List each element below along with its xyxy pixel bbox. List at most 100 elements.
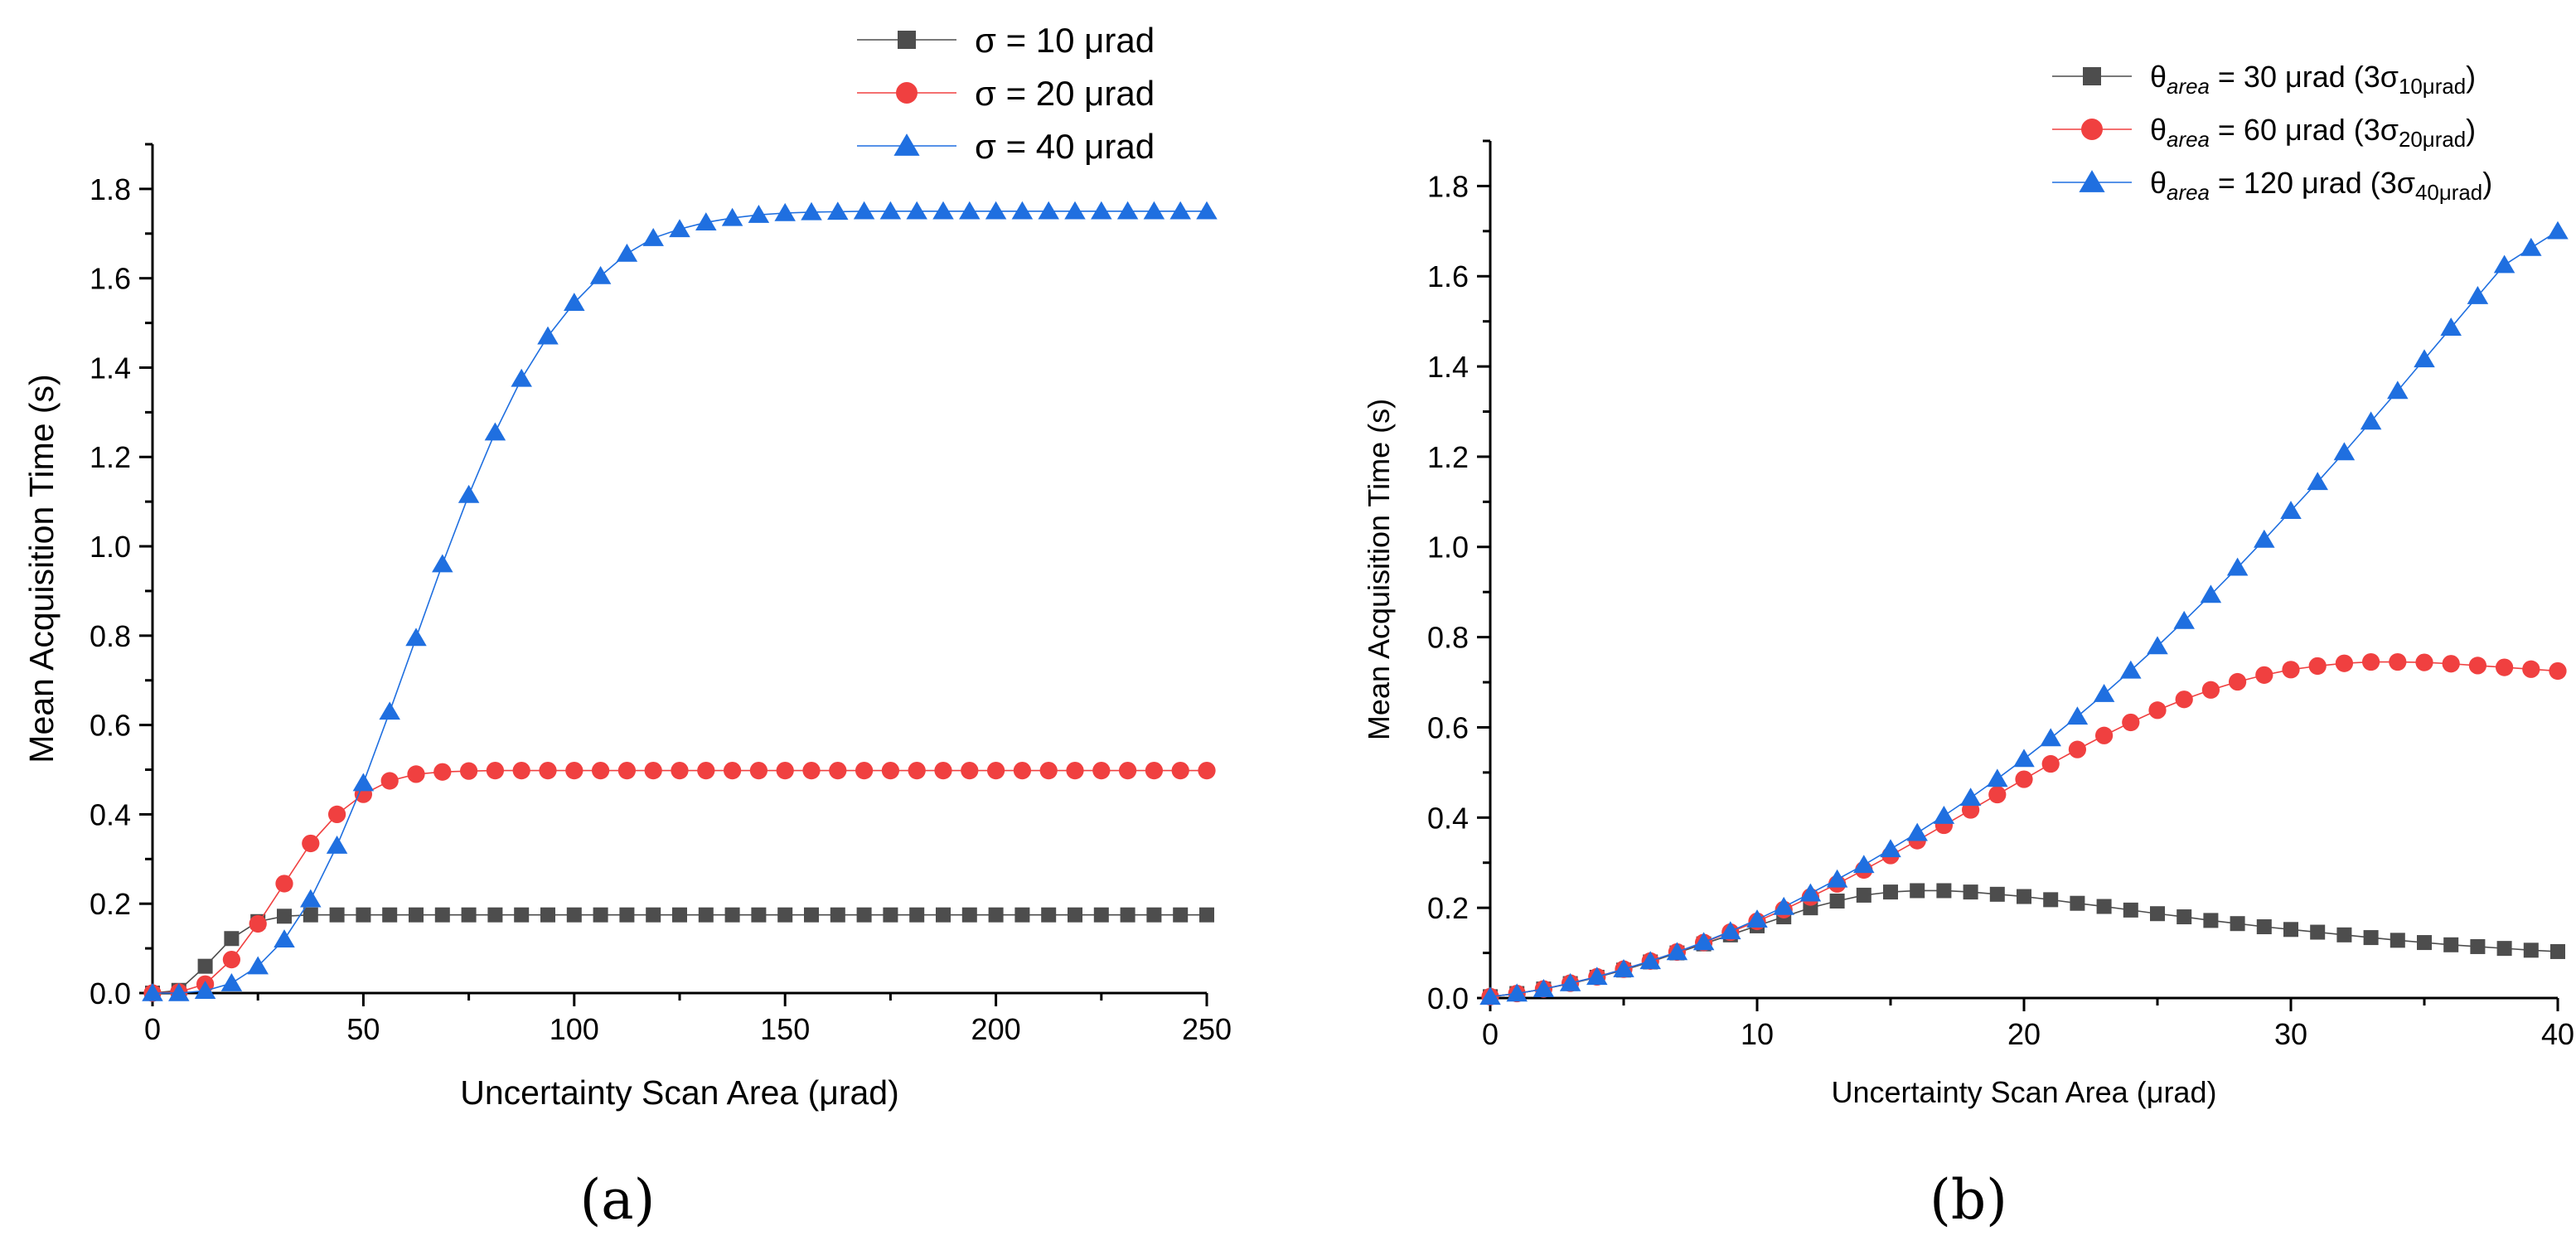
data-point-a-2 [829, 761, 847, 780]
data-point-a-3 [194, 981, 216, 1000]
data-point-b-1 [2550, 943, 2565, 959]
legend-subscript: area [2167, 75, 2210, 99]
data-point-a-1 [197, 958, 213, 974]
data-point-a-2 [1118, 761, 1137, 780]
data-point-a-1 [409, 907, 424, 923]
data-point-a-3 [616, 243, 638, 262]
series-b-3 [1479, 220, 2569, 1005]
y-axis-label-b: Mean Acquisition Time (s) [1362, 399, 1396, 740]
legend-text: = 60 μrad (3σ [2210, 113, 2399, 147]
x-tick-label-b: 10 [1741, 1017, 1774, 1051]
series-a-3 [142, 201, 1218, 1001]
data-point-a-2 [327, 805, 346, 824]
data-point-b-1 [2230, 916, 2245, 932]
data-point-b-1 [2363, 930, 2379, 946]
data-point-a-2 [908, 761, 926, 780]
data-point-a-2 [671, 761, 689, 780]
chart-a: 0 50 100 150 200 250 0.0 0.2 0.4 0.6 0.8 1.0 1.2 1.4 1… [22, 21, 1232, 1112]
legend-b: θarea = 30 μrad (3σ10μrad)θarea = 60 μra… [2052, 60, 2492, 205]
data-point-a-3 [247, 956, 269, 975]
data-point-a-1 [514, 907, 530, 923]
data-point-a-2 [1198, 761, 1216, 780]
data-point-b-2 [2122, 713, 2140, 732]
data-point-a-2 [881, 761, 900, 780]
legend-label-b-2: θarea = 60 μrad (3σ20μrad) [2150, 113, 2476, 152]
data-point-b-1 [2177, 909, 2192, 925]
data-point-a-1 [672, 907, 687, 923]
legend-text: ) [2466, 113, 2476, 147]
data-point-a-1 [540, 907, 555, 923]
data-point-a-3 [1038, 201, 1059, 220]
data-point-b-1 [2203, 913, 2219, 928]
data-point-a-3 [432, 554, 453, 573]
data-point-a-1 [461, 907, 477, 923]
data-point-a-1 [777, 907, 793, 923]
data-point-b-3 [1933, 805, 1955, 824]
data-point-a-2 [644, 761, 662, 780]
data-point-b-1 [2496, 941, 2512, 957]
data-point-a-3 [695, 212, 717, 231]
data-point-a-2 [275, 875, 293, 893]
data-point-b-1 [1936, 883, 1952, 899]
legend-text: = 30 μrad (3σ [2210, 60, 2399, 94]
data-point-a-2 [1092, 761, 1111, 780]
data-point-a-1 [724, 907, 740, 923]
data-point-b-2 [2094, 726, 2114, 744]
y-axis-label-a: Mean Acquisition Time (s) [22, 374, 61, 763]
data-point-b-3 [2280, 501, 2302, 519]
data-point-a-1 [856, 907, 872, 923]
legend-theta: θ [2150, 60, 2167, 94]
y-tick-label-a: 0.6 [90, 709, 131, 743]
data-point-a-3 [642, 228, 664, 246]
data-point-a-2 [459, 762, 478, 780]
data-point-a-2 [407, 765, 425, 783]
y-tick-label-a: 1.4 [90, 351, 131, 385]
data-point-b-3 [1987, 768, 2008, 787]
data-point-a-1 [1068, 907, 1082, 923]
data-point-a-3 [168, 982, 190, 1001]
data-point-a-1 [1120, 907, 1135, 923]
data-point-b-2 [2389, 652, 2407, 671]
x-tick-label-a: 150 [760, 1012, 810, 1046]
data-point-b-1 [1989, 886, 2005, 902]
data-point-b-1 [2096, 899, 2112, 914]
data-point-a-3 [1196, 201, 1218, 220]
data-point-b-2 [2228, 672, 2247, 691]
data-point-b-1 [2417, 935, 2432, 951]
y-tick-label-b: 1.8 [1427, 169, 1469, 203]
data-point-b-3 [1826, 869, 1848, 888]
data-point-b-3 [2226, 557, 2249, 576]
chart-b: 0 10 20 30 40 0.0 0.2 0.4 0.6 0.8 1.0 1.2 1.4 1.6 1.8 U… [1362, 60, 2574, 1109]
legend-theta: θ [2150, 166, 2167, 200]
data-point-b-3 [1880, 839, 1901, 858]
data-point-a-1 [1041, 907, 1057, 923]
y-tick-label-a: 0.0 [90, 976, 131, 1010]
legend-marker-b-3 [2079, 170, 2105, 192]
data-point-b-2 [2549, 661, 2567, 681]
panel-label-a: (a) [580, 1168, 656, 1232]
data-point-b-1 [1883, 884, 1898, 900]
data-point-a-1 [593, 907, 608, 923]
data-point-a-2 [749, 761, 768, 780]
data-point-b-1 [2443, 937, 2459, 952]
legend-label-a-2: σ = 20 μrad [975, 74, 1155, 113]
legend-label-b-3: θarea = 120 μrad (3σ40μrad) [2150, 166, 2492, 205]
data-point-b-3 [1799, 883, 1822, 902]
data-point-b-1 [1856, 887, 1871, 903]
y-tick-label-a: 0.4 [90, 797, 131, 831]
data-point-a-1 [883, 907, 898, 923]
legend-marker-a-2 [896, 82, 918, 104]
y-tick-label-b: 0.4 [1427, 801, 1469, 835]
data-point-a-1 [909, 907, 925, 923]
data-point-a-3 [537, 326, 559, 345]
data-point-a-2 [986, 761, 1005, 780]
data-point-b-3 [2200, 584, 2222, 603]
data-point-a-1 [356, 907, 371, 923]
data-point-b-3 [2254, 529, 2275, 548]
data-point-a-3 [774, 202, 796, 221]
data-point-a-2 [565, 761, 583, 780]
data-point-b-2 [2335, 654, 2354, 672]
data-point-a-3 [748, 205, 770, 223]
panel-label-b: (b) [1930, 1168, 2007, 1232]
